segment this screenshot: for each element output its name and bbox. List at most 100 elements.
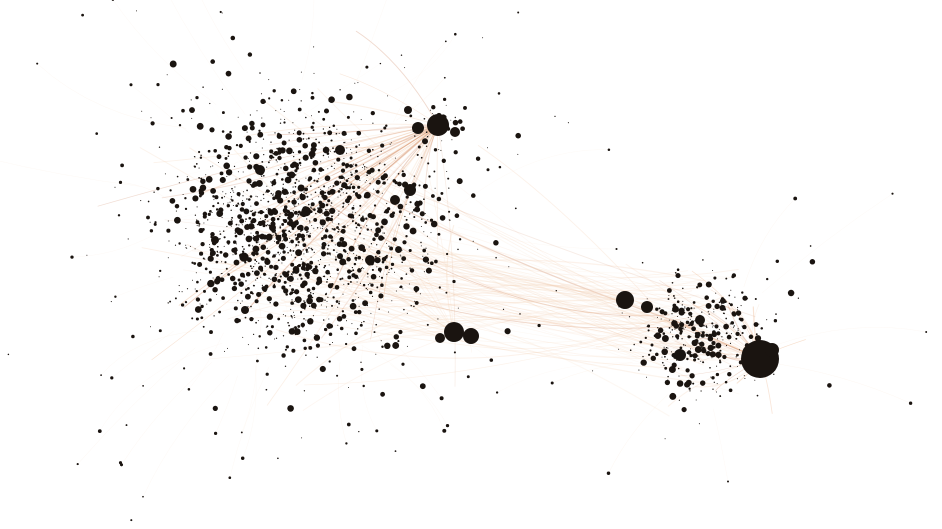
node [212, 166, 213, 167]
node [299, 274, 302, 277]
node [251, 236, 253, 238]
node [336, 226, 339, 229]
node [736, 356, 737, 357]
node [310, 210, 313, 213]
node [708, 339, 709, 340]
node [231, 36, 236, 41]
node [213, 278, 214, 279]
edge [242, 355, 257, 433]
node [744, 378, 745, 379]
node [256, 235, 257, 236]
node [695, 346, 702, 353]
node [423, 231, 424, 232]
node [267, 248, 268, 249]
node [319, 297, 324, 302]
node [212, 195, 214, 197]
node [315, 308, 316, 309]
node [400, 286, 403, 289]
node [234, 318, 239, 323]
node [291, 288, 294, 291]
node [503, 309, 504, 310]
node [332, 342, 333, 343]
node [276, 159, 278, 161]
node [352, 267, 353, 268]
node [293, 186, 294, 187]
node [396, 290, 397, 291]
node [891, 193, 893, 195]
node [697, 358, 698, 359]
node [253, 235, 254, 236]
node [341, 278, 343, 280]
node [274, 229, 275, 230]
node [366, 167, 367, 168]
node [263, 139, 264, 140]
node [298, 108, 302, 112]
node [352, 217, 354, 219]
node [909, 402, 912, 405]
node [381, 175, 386, 180]
node [744, 296, 747, 299]
node [410, 305, 411, 306]
node [283, 219, 287, 223]
node [679, 326, 680, 327]
node [434, 260, 438, 264]
node [324, 211, 330, 217]
node [214, 251, 215, 252]
node [326, 323, 332, 329]
node [362, 215, 364, 217]
edge [497, 363, 641, 393]
node [350, 172, 351, 173]
node [711, 376, 714, 379]
node [708, 311, 709, 312]
node [249, 141, 251, 143]
node [351, 323, 352, 324]
node [266, 240, 268, 242]
node [237, 202, 239, 204]
node [678, 368, 680, 370]
node [448, 211, 450, 213]
node [299, 233, 301, 235]
node [347, 225, 348, 226]
node [234, 306, 238, 310]
node [217, 202, 219, 204]
node [323, 267, 325, 269]
node [711, 345, 713, 347]
node [248, 244, 250, 246]
node [350, 303, 357, 310]
node [393, 237, 397, 241]
node [232, 220, 233, 221]
node [355, 212, 356, 213]
node [401, 262, 403, 264]
node [708, 347, 710, 349]
node [209, 352, 213, 356]
node [651, 344, 654, 347]
node [330, 254, 331, 255]
node [355, 192, 358, 195]
node [268, 97, 270, 99]
node [810, 259, 816, 265]
node [334, 163, 335, 164]
node [730, 343, 731, 344]
node [700, 361, 701, 362]
node [212, 212, 213, 213]
node [427, 219, 428, 220]
node [320, 259, 321, 260]
node [719, 329, 720, 330]
node [200, 178, 202, 180]
node [291, 349, 295, 353]
node [272, 277, 278, 283]
node [310, 156, 313, 159]
node [326, 293, 327, 294]
node [247, 224, 248, 225]
hub-node [390, 195, 400, 205]
node [320, 190, 325, 195]
node [568, 122, 569, 123]
node [343, 142, 344, 143]
node [493, 240, 498, 245]
node [294, 317, 295, 318]
node [308, 247, 310, 249]
node [337, 325, 338, 326]
node [317, 357, 318, 358]
node [255, 322, 257, 324]
node [682, 327, 684, 329]
